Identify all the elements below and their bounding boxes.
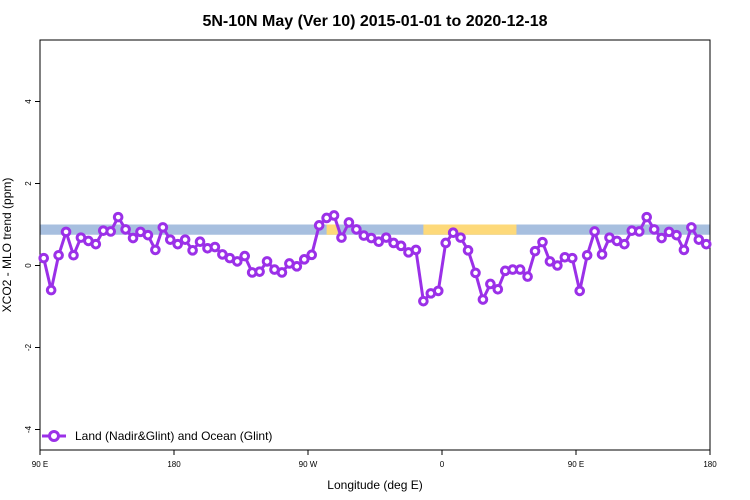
data-point (291, 261, 303, 272)
data-point (566, 252, 578, 264)
data-point (157, 222, 169, 233)
data-point (194, 236, 206, 248)
y-tick-label: 4 (24, 99, 33, 104)
data-point (209, 241, 221, 253)
data-point (172, 238, 184, 250)
data-point (552, 260, 563, 271)
data-point (68, 249, 79, 261)
data-point (693, 234, 705, 245)
data-point (336, 232, 347, 243)
data-point (671, 229, 682, 241)
data-point (105, 226, 117, 237)
data-point (53, 249, 64, 261)
y-axis-label: XCO2 - MLO trend (ppm) (0, 178, 14, 313)
data-point (589, 226, 600, 237)
land-mask-band (40, 224, 710, 235)
x-tick-label: 90 W (299, 460, 318, 469)
data-point (343, 217, 355, 228)
x-tick-label: 180 (167, 460, 181, 469)
data-point (529, 245, 541, 257)
data-point (686, 222, 697, 233)
data-point (447, 227, 459, 238)
chart-title: 5N-10N May (Ver 10) 2015-01-01 to 2020-1… (202, 13, 547, 30)
data-point (418, 295, 429, 307)
data-point (127, 232, 139, 244)
data-point (328, 210, 340, 221)
ocean-band (40, 224, 710, 235)
y-tick-label: 0 (24, 263, 33, 268)
data-point (187, 245, 198, 256)
data-point (179, 234, 191, 245)
data-point (641, 211, 653, 223)
data-point (462, 245, 474, 256)
data-point (574, 285, 586, 297)
y-axis: -4 -2 0 2 4 (24, 99, 40, 433)
data-point (633, 226, 645, 237)
land-segment-0 (326, 224, 338, 235)
y-tick-label: -4 (24, 425, 33, 433)
data-point (485, 278, 496, 290)
data-point (38, 252, 50, 264)
data-point (648, 224, 660, 235)
data-point (239, 250, 251, 262)
data-point (261, 256, 273, 267)
data-point (455, 232, 466, 243)
land-segment-1 (423, 224, 517, 235)
data-point (410, 244, 422, 256)
data-point (522, 271, 533, 282)
data-point (395, 240, 407, 252)
y-tick-label: -2 (24, 343, 33, 351)
data-point (60, 226, 72, 238)
data-point (276, 267, 288, 278)
y-tick-label: 2 (24, 181, 33, 186)
data-point (313, 220, 325, 231)
data-point (477, 294, 489, 305)
data-point (656, 232, 667, 244)
data-point (380, 232, 392, 243)
data-point (581, 249, 593, 261)
data-point (164, 234, 176, 245)
x-axis-label: Longitude (deg E) (327, 478, 422, 492)
data-point (432, 285, 444, 297)
data-point (700, 238, 712, 250)
data-point (112, 211, 124, 223)
data-point (150, 244, 161, 256)
data-point (492, 283, 504, 295)
data-point (440, 237, 452, 249)
data-point (470, 267, 481, 279)
data-point (90, 238, 102, 250)
data-point (45, 284, 57, 296)
x-tick-label: 180 (703, 460, 717, 469)
data-point (254, 266, 265, 277)
data-point (678, 244, 690, 256)
data-point (306, 249, 318, 261)
data-point (514, 264, 526, 275)
data-point (231, 256, 243, 267)
data-point (596, 249, 608, 260)
legend-label: Land (Nadir&Glint) and Ocean (Glint) (75, 429, 272, 443)
data-point (537, 236, 548, 248)
data-point (544, 256, 556, 267)
x-tick-label: 90 E (568, 460, 584, 469)
data-point (619, 238, 630, 250)
x-tick-label: 90 E (32, 460, 48, 469)
data-point (142, 229, 154, 241)
x-axis: 90 E 180 90 W 0 90 E 180 (32, 450, 717, 469)
data-point (120, 224, 131, 235)
data-point (373, 236, 385, 248)
x-tick-label: 0 (440, 460, 445, 469)
legend-marker (48, 430, 60, 442)
legend: Land (Nadir&Glint) and Ocean (Glint) (42, 429, 272, 443)
series-land-ocean (38, 210, 712, 307)
data-point (298, 254, 310, 265)
data-point (351, 224, 362, 235)
